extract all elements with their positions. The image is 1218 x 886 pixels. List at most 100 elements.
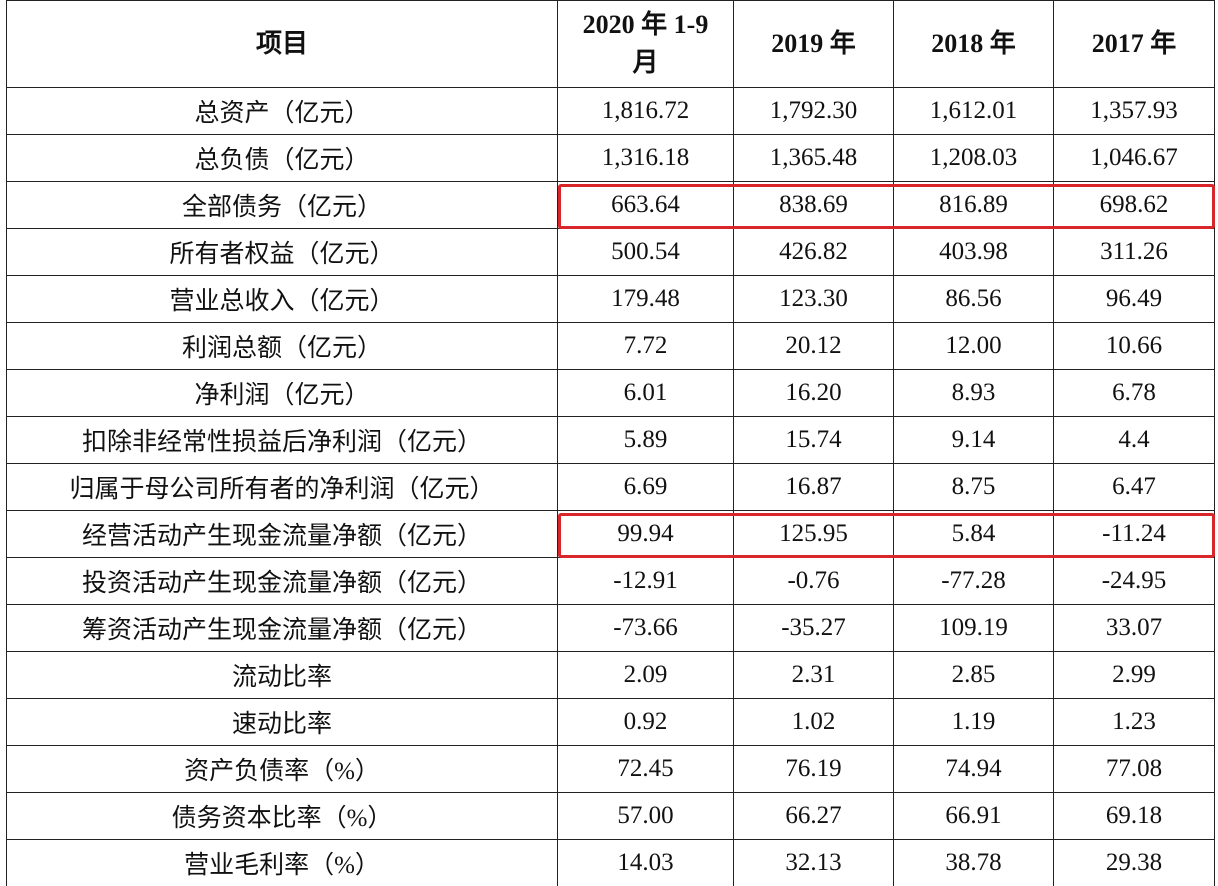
value-cell: 7.72: [557, 322, 734, 370]
value-cell: 99.94: [557, 510, 734, 558]
value-cell: 1,816.72: [557, 87, 734, 135]
header-cell: 2020 年 1-9 月: [557, 0, 734, 88]
row-label: 投资活动产生现金流量净额（亿元）: [6, 557, 558, 605]
table-row: 债务资本比率（%） 57.00 66.27 66.91 69.18: [6, 792, 1215, 840]
value-cell: 109.19: [893, 604, 1054, 652]
value-cell: -73.66: [557, 604, 734, 652]
value-cell: 57.00: [557, 792, 734, 840]
value-cell: 1.02: [733, 698, 894, 746]
value-cell: 38.78: [893, 839, 1054, 886]
highlight-box: [557, 183, 1215, 229]
value-cell: 311.26: [1053, 228, 1215, 276]
row-label: 归属于母公司所有者的净利润（亿元）: [6, 463, 558, 511]
value-cell: 14.03: [557, 839, 734, 886]
table-row: 归属于母公司所有者的净利润（亿元） 6.69 16.87 8.75 6.47: [6, 463, 1215, 511]
value-cell: 123.30: [733, 275, 894, 323]
value-cell: -12.91: [557, 557, 734, 605]
value-cell: -24.95: [1053, 557, 1215, 605]
table-row: 所有者权益（亿元） 500.54 426.82 403.98 311.26: [6, 228, 1215, 276]
value-cell: 10.66: [1053, 322, 1215, 370]
value-cell: 2.85: [893, 651, 1054, 699]
value-cell: 96.49: [1053, 275, 1215, 323]
table-row: 净利润（亿元） 6.01 16.20 8.93 6.78: [6, 369, 1215, 417]
value-cell: 1.19: [893, 698, 1054, 746]
value-cell: 16.20: [733, 369, 894, 417]
value-cell: 1.23: [1053, 698, 1215, 746]
table-row: 资产负债率（%） 72.45 76.19 74.94 77.08: [6, 745, 1215, 793]
table-row: 筹资活动产生现金流量净额（亿元） -73.66 -35.27 109.19 33.07: [6, 604, 1215, 652]
value-cell: 86.56: [893, 275, 1054, 323]
value-cell: 4.4: [1053, 416, 1215, 464]
value-cell: 1,357.93: [1053, 87, 1215, 135]
value-cell: 66.27: [733, 792, 894, 840]
header-cell: 2017 年: [1053, 0, 1215, 88]
table-row: 投资活动产生现金流量净额（亿元） -12.91 -0.76 -77.28 -24.95: [6, 557, 1215, 605]
row-label: 所有者权益（亿元）: [6, 228, 558, 276]
row-label: 净利润（亿元）: [6, 369, 558, 417]
value-cell: 2.31: [733, 651, 894, 699]
value-cell: 1,316.18: [557, 134, 734, 182]
value-cell: 6.69: [557, 463, 734, 511]
row-label: 营业总收入（亿元）: [6, 275, 558, 323]
value-cell: 1,612.01: [893, 87, 1054, 135]
value-cell: 403.98: [893, 228, 1054, 276]
value-cell: 29.38: [1053, 839, 1215, 886]
highlight-box: [557, 512, 1215, 558]
table-row: 总资产（亿元） 1,816.72 1,792.30 1,612.01 1,357.93: [6, 87, 1215, 135]
table-row: 总负债（亿元） 1,316.18 1,365.48 1,208.03 1,046.67: [6, 134, 1215, 182]
table-row: 全部债务（亿元） 663.64 838.69 816.89 698.62: [6, 181, 1215, 229]
value-cell: 76.19: [733, 745, 894, 793]
row-label: 资产负债率（%）: [6, 745, 558, 793]
value-cell: 20.12: [733, 322, 894, 370]
value-cell: 12.00: [893, 322, 1054, 370]
table-row: 营业毛利率（%） 14.03 32.13 38.78 29.38: [6, 839, 1215, 886]
value-cell: 6.01: [557, 369, 734, 417]
table-body: 总资产（亿元） 1,816.72 1,792.30 1,612.01 1,357.93 总…: [6, 87, 1215, 886]
row-label: 速动比率: [6, 698, 558, 746]
value-cell: 6.78: [1053, 369, 1215, 417]
row-label: 筹资活动产生现金流量净额（亿元）: [6, 604, 558, 652]
value-cell: -0.76: [733, 557, 894, 605]
header-cell: 2018 年: [893, 0, 1054, 88]
value-cell: 500.54: [557, 228, 734, 276]
header-row: 项目 2020 年 1-9 月 2019 年 2018 年 2017 年: [6, 0, 1215, 88]
value-cell: -35.27: [733, 604, 894, 652]
value-cell: 8.93: [893, 369, 1054, 417]
value-cell: 2.99: [1053, 651, 1215, 699]
row-label: 扣除非经常性损益后净利润（亿元）: [6, 416, 558, 464]
value-cell: 66.91: [893, 792, 1054, 840]
table-row: 速动比率 0.92 1.02 1.19 1.23: [6, 698, 1215, 746]
value-cell: 77.08: [1053, 745, 1215, 793]
table-row: 经营活动产生现金流量净额（亿元） 99.94 125.95 5.84 -11.24: [6, 510, 1215, 558]
row-label: 经营活动产生现金流量净额（亿元）: [6, 510, 558, 558]
header-cell: 2019 年: [733, 0, 894, 88]
header-cell: 项目: [6, 0, 558, 88]
row-label: 全部债务（亿元）: [6, 181, 558, 229]
table-row: 利润总额（亿元） 7.72 20.12 12.00 10.66: [6, 322, 1215, 370]
value-cell: 1,792.30: [733, 87, 894, 135]
value-cell: 0.92: [557, 698, 734, 746]
value-cell: -77.28: [893, 557, 1054, 605]
value-cell: 16.87: [733, 463, 894, 511]
row-label: 利润总额（亿元）: [6, 322, 558, 370]
table-row: 扣除非经常性损益后净利润（亿元） 5.89 15.74 9.14 4.4: [6, 416, 1215, 464]
value-cell: 5.89: [557, 416, 734, 464]
value-cell: 74.94: [893, 745, 1054, 793]
value-cell: 33.07: [1053, 604, 1215, 652]
value-cell: 32.13: [733, 839, 894, 886]
value-cell: 426.82: [733, 228, 894, 276]
value-cell: 663.64: [557, 181, 734, 229]
value-cell: 1,208.03: [893, 134, 1054, 182]
value-cell: 179.48: [557, 275, 734, 323]
value-cell: 6.47: [1053, 463, 1215, 511]
row-label: 债务资本比率（%）: [6, 792, 558, 840]
value-cell: -11.24: [1053, 510, 1215, 558]
value-cell: 8.75: [893, 463, 1054, 511]
value-cell: 9.14: [893, 416, 1054, 464]
data-table: 项目 2020 年 1-9 月 2019 年 2018 年 2017 年 总资产（亿元）…: [6, 0, 1215, 886]
value-cell: 1,046.67: [1053, 134, 1215, 182]
value-cell: 2.09: [557, 651, 734, 699]
value-cell: 1,365.48: [733, 134, 894, 182]
table-row: 流动比率 2.09 2.31 2.85 2.99: [6, 651, 1215, 699]
